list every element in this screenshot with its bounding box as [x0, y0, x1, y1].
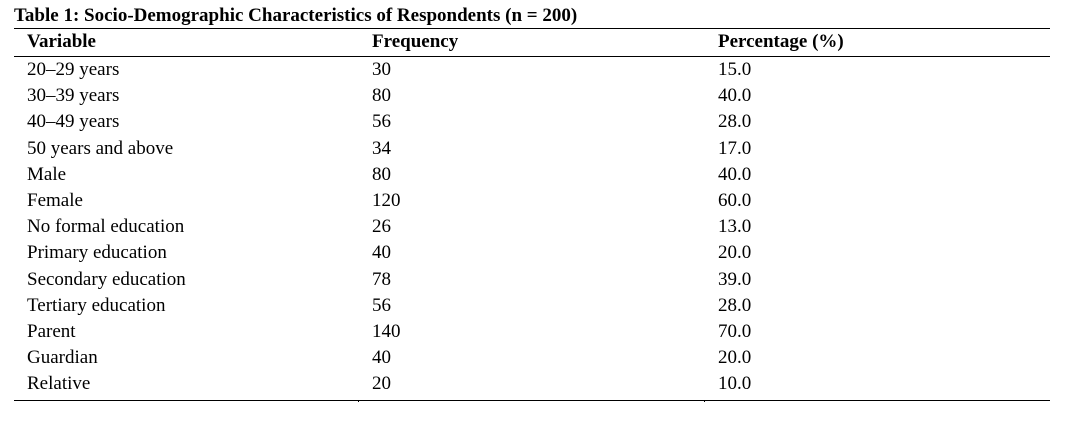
- frequency-cell: 120: [372, 189, 401, 211]
- table-row: Primary education 40 20.0: [0, 241, 1087, 267]
- frequency-cell: 26: [372, 216, 391, 238]
- percentage-cell: 39.0: [718, 268, 752, 290]
- variable-cell: Secondary education: [27, 268, 186, 290]
- percentage-cell: 28.0: [718, 111, 752, 133]
- frequency-cell: 20: [372, 373, 391, 395]
- percentage-cell: 13.0: [718, 216, 752, 238]
- variable-cell: 20–29 years: [27, 59, 120, 80]
- table-row: Tertiary education 56 28.0: [0, 294, 1087, 320]
- frequency-cell: 78: [372, 268, 391, 290]
- percentage-cell: 40.0: [718, 85, 752, 107]
- variable-cell: Tertiary education: [27, 294, 166, 316]
- frequency-cell: 80: [372, 163, 391, 185]
- table-row: 20–29 years 30 15.0: [0, 58, 1087, 84]
- percentage-cell: 60.0: [718, 189, 752, 211]
- percentage-cell: 70.0: [718, 320, 752, 342]
- frequency-cell: 140: [372, 320, 401, 342]
- variable-cell: 30–39 years: [27, 85, 120, 107]
- table-header-rule: [14, 56, 1050, 57]
- table-row: Parent 140 70.0: [0, 320, 1087, 346]
- variable-cell: Parent: [27, 320, 76, 342]
- percentage-cell: 40.0: [718, 163, 752, 185]
- frequency-cell: 34: [372, 137, 391, 159]
- percentage-cell: 10.0: [718, 373, 752, 395]
- table-body: 20–29 years 30 15.0 30–39 years 80 40.0 40–49 …: [0, 58, 1087, 398]
- table-row: Guardian 40 20.0: [0, 346, 1087, 372]
- variable-cell: Relative: [27, 373, 91, 395]
- table-row: Male 80 40.0: [0, 163, 1087, 189]
- percentage-cell: 28.0: [718, 294, 752, 316]
- table-row: 30–39 years 80 40.0: [0, 84, 1087, 110]
- table-caption: Table 1: Socio-Demographic Characteristi…: [14, 5, 578, 26]
- variable-cell: 40–49 years: [27, 111, 120, 133]
- variable-cell: Primary education: [27, 242, 167, 264]
- column-divider-tick: [358, 400, 359, 402]
- variable-cell: No formal education: [27, 216, 185, 238]
- frequency-cell: 80: [372, 85, 391, 107]
- percentage-cell: 17.0: [718, 137, 752, 159]
- table-row: No formal education 26 13.0: [0, 215, 1087, 241]
- variable-cell: Guardian: [27, 347, 98, 369]
- table-row: Female 120 60.0: [0, 189, 1087, 215]
- header-percentage: Percentage (%): [718, 31, 844, 52]
- header-frequency: Frequency: [372, 31, 459, 52]
- frequency-cell: 56: [372, 294, 391, 316]
- column-divider-tick: [704, 400, 705, 402]
- frequency-cell: 40: [372, 347, 391, 369]
- table-bottom-rule: [14, 400, 1050, 401]
- percentage-cell: 20.0: [718, 242, 752, 264]
- percentage-cell: 20.0: [718, 347, 752, 369]
- frequency-cell: 30: [372, 59, 391, 80]
- table-row: 40–49 years 56 28.0: [0, 110, 1087, 136]
- table-top-rule: [14, 28, 1050, 29]
- percentage-cell: 15.0: [718, 59, 752, 80]
- table-row: Secondary education 78 39.0: [0, 268, 1087, 294]
- frequency-cell: 40: [372, 242, 391, 264]
- variable-cell: Female: [27, 189, 83, 211]
- variable-cell: 50 years and above: [27, 137, 174, 159]
- variable-cell: Male: [27, 163, 67, 185]
- table-header-row: Variable Frequency Percentage (%): [0, 30, 1087, 54]
- frequency-cell: 56: [372, 111, 391, 133]
- header-variable: Variable: [27, 31, 96, 52]
- table-row: 50 years and above 34 17.0: [0, 137, 1087, 163]
- table-row: Relative 20 10.0: [0, 372, 1087, 398]
